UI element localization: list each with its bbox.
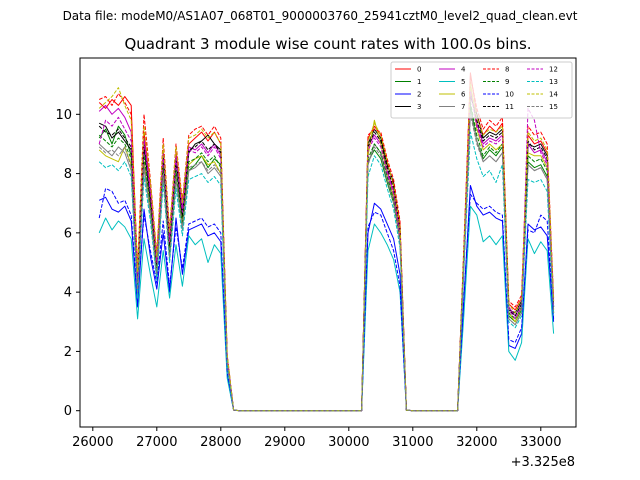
x-tick-label-33000: 33000 [520,435,561,450]
y-tick-label-6: 6 [64,226,72,241]
legend-label-8: 8 [505,66,509,74]
y-tick-label-8: 8 [64,167,72,182]
legend-label-10: 10 [505,91,514,99]
legend-label-7: 7 [461,103,465,111]
series-line-15 [98,113,555,412]
x-axis: 26000 27000 28000 29000 30000 31000 32000 33000 [72,427,561,450]
legend-label-5: 5 [461,78,465,86]
y-tick-label-0: 0 [64,404,72,419]
y-axis: 0 2 4 6 8 10 [55,108,80,419]
x-tick-label-32000: 32000 [456,435,497,450]
legend-label-15: 15 [549,103,558,111]
y-tick-label-10: 10 [55,108,72,123]
legend-label-1: 1 [417,78,421,86]
x-tick-label-30000: 30000 [328,435,369,450]
legend-label-3: 3 [417,103,421,111]
x-offset-label: +3.325e8 [511,455,575,470]
chart-suptitle: Data file: modeM0/AS1A07_068T01_90000037… [63,9,578,23]
x-tick-label-31000: 31000 [392,435,433,450]
x-tick-label-28000: 28000 [200,435,241,450]
legend-label-11: 11 [505,103,514,111]
legend-label-0: 0 [417,66,421,74]
legend-label-4: 4 [461,66,466,74]
legend-label-2: 2 [417,91,421,99]
plot-area [79,57,577,428]
chart-title: Quadrant 3 module wise count rates with … [124,35,531,53]
legend-label-13: 13 [549,78,558,86]
legend-label-12: 12 [549,66,558,74]
y-tick-label-4: 4 [64,286,72,301]
legend-label-6: 6 [461,91,466,99]
x-tick-label-26000: 26000 [72,435,113,450]
x-tick-label-29000: 29000 [264,435,305,450]
series-layer [98,72,555,412]
legend-frame [390,61,573,119]
x-tick-label-27000: 27000 [136,435,177,450]
series-line-12 [98,90,555,412]
axes-frame [79,57,577,428]
legend-label-9: 9 [505,78,509,86]
legend-label-14: 14 [549,91,558,99]
y-tick-label-2: 2 [64,345,72,360]
